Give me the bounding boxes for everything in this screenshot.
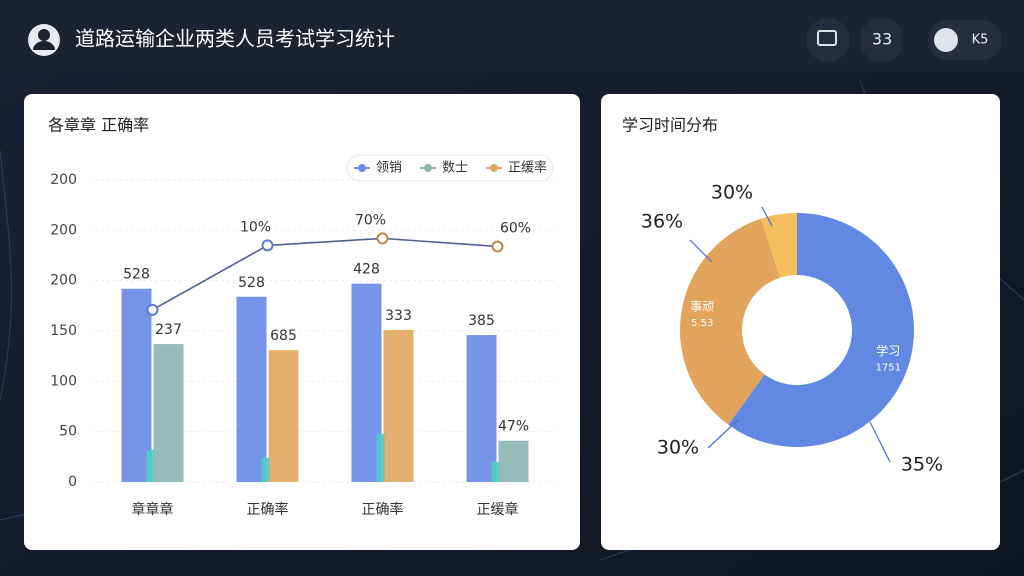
header-bar: [0, 0, 1024, 72]
avatar-head: [38, 29, 50, 41]
header-title: 道路运输企业两类人员考试学习统计: [75, 27, 395, 51]
y-tick-label: 200: [50, 222, 77, 238]
legend-label: 数士: [442, 161, 468, 176]
x-tick-label: 正确率: [247, 501, 289, 518]
bar-label: 47%: [498, 419, 529, 435]
line: [152, 237, 498, 311]
legend-dot: [424, 164, 432, 172]
slice-label: 学习: [876, 343, 900, 358]
callout: 36%: [641, 211, 683, 233]
pie-slice: [760, 213, 797, 278]
chart-title: 学习时间分布: [622, 116, 718, 135]
x-tick-label: 正确率: [362, 501, 404, 518]
legend-dot: [490, 164, 498, 172]
point-label: 10%: [240, 219, 271, 235]
callout: 35%: [901, 454, 943, 476]
user-name: K5: [972, 33, 989, 48]
bar-label: 385: [468, 313, 495, 329]
avatar-body: [33, 41, 55, 50]
legend-label: 正缓率: [508, 160, 547, 176]
icon-button[interactable]: [806, 18, 850, 62]
pie-slice: [680, 218, 781, 425]
point-label: 60%: [500, 220, 531, 236]
y-tick-label: 200: [50, 273, 77, 289]
panel: [601, 94, 1000, 550]
slice-sublabel: 1751: [876, 363, 901, 374]
leader-line: [689, 239, 713, 263]
bar: [383, 329, 414, 482]
user-avatar: [934, 28, 958, 52]
y-tick-label: 150: [50, 323, 77, 339]
badge-text: 33: [872, 30, 892, 49]
bar-label: 528: [238, 275, 265, 291]
x-tick-label: 章章章: [132, 501, 174, 518]
bar: [498, 440, 529, 482]
bar: [491, 461, 500, 482]
bar: [236, 296, 267, 482]
bar-label: 428: [353, 262, 380, 278]
bar-label: 237: [155, 322, 182, 338]
bar: [146, 449, 155, 482]
y-tick-label: 100: [50, 373, 77, 389]
y-tick-label: 50: [59, 424, 77, 440]
legend-box: [346, 154, 554, 182]
bar-label: 685: [270, 328, 297, 344]
leader-line: [707, 419, 739, 449]
bar-label: 333: [385, 308, 412, 324]
y-tick-label: 0: [68, 474, 77, 490]
pie-slice: [728, 213, 914, 447]
line-point: [261, 239, 274, 252]
icon-glyph: [817, 30, 837, 46]
leader-line: [761, 206, 773, 227]
bar: [466, 335, 497, 482]
legend-dot: [358, 164, 366, 172]
bar: [376, 433, 385, 482]
chart-title: 各章章 正确率: [48, 116, 149, 135]
line-point: [376, 232, 389, 245]
bar: [261, 457, 270, 482]
bar-label: 528: [123, 267, 150, 283]
y-tick-label: 200: [50, 172, 77, 188]
slice-sublabel: 5.53: [691, 318, 713, 329]
line-point: [491, 240, 504, 253]
bar: [268, 350, 299, 482]
leader-line: [869, 421, 891, 463]
x-tick-label: 正缓章: [477, 501, 519, 518]
slice-label: 事顽: [690, 299, 714, 313]
callout: 30%: [657, 437, 699, 459]
line-point: [146, 303, 159, 316]
badge-button[interactable]: [860, 18, 904, 62]
bar: [153, 344, 184, 482]
callout: 30%: [711, 182, 753, 204]
point-label: 70%: [355, 212, 386, 228]
legend-label: 领销: [376, 161, 402, 176]
